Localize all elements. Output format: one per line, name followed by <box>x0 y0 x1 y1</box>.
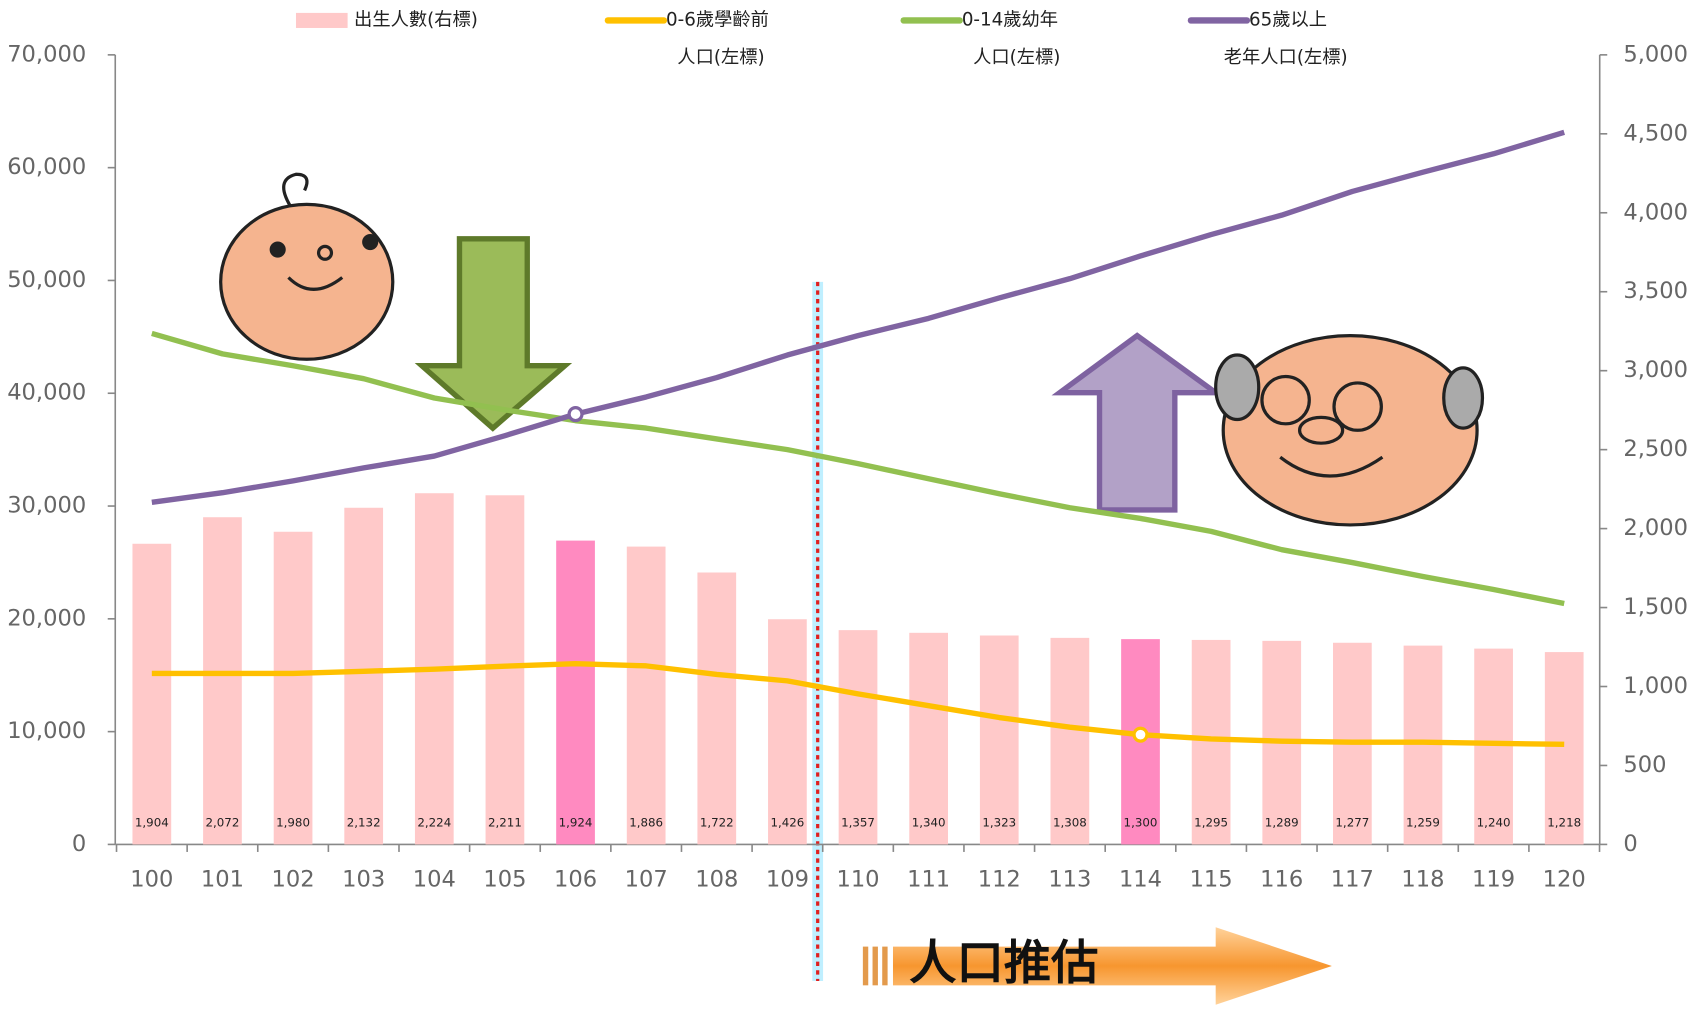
value-label: 1,357 <box>841 815 875 829</box>
y-tick-label: 60,000 <box>7 154 86 180</box>
projection-arrow: 人口推估 <box>863 927 1332 1004</box>
legend-line: 人口(左標) <box>677 47 764 68</box>
y-tick-label: 50,000 <box>7 267 86 293</box>
point-marker <box>569 408 582 421</box>
y-tick-label: 0 <box>72 831 86 857</box>
grandpa-icon <box>1216 336 1483 525</box>
value-label: 2,072 <box>206 815 240 829</box>
bar <box>486 495 525 844</box>
bar <box>203 517 242 844</box>
value-label: 1,980 <box>276 815 310 829</box>
legend-line: 人口(左標) <box>973 47 1060 68</box>
y2-tick-label: 4,000 <box>1623 199 1687 225</box>
bar <box>1192 640 1231 844</box>
y2-tick-label: 500 <box>1623 752 1666 778</box>
bar <box>768 619 807 844</box>
value-label: 1,300 <box>1124 815 1158 829</box>
x-tick-label: 105 <box>483 866 526 892</box>
value-label: 1,924 <box>559 815 593 829</box>
value-label: 1,295 <box>1194 815 1228 829</box>
baby-icon <box>221 174 393 359</box>
value-label: 1,240 <box>1477 815 1511 829</box>
y2-tick-label: 4,500 <box>1623 120 1687 146</box>
x-tick-label: 120 <box>1543 866 1586 892</box>
bar <box>697 572 736 844</box>
bar <box>274 532 313 845</box>
value-label: 1,218 <box>1547 815 1581 829</box>
x-tick-label: 101 <box>201 866 244 892</box>
value-label: 2,132 <box>347 815 381 829</box>
y2-tick-label: 0 <box>1623 831 1637 857</box>
x-tick-label: 117 <box>1331 866 1374 892</box>
x-tick-label: 110 <box>836 866 879 892</box>
x-tick-label: 104 <box>413 866 456 892</box>
x-tick-label: 112 <box>978 866 1021 892</box>
x-tick-label: 118 <box>1401 866 1444 892</box>
legend-label: 0-14歲幼年人口(左標) <box>962 9 1061 68</box>
value-label: 1,426 <box>770 815 804 829</box>
x-tick-label: 114 <box>1119 866 1162 892</box>
value-label: 1,886 <box>629 815 663 829</box>
y2-tick-label: 1,000 <box>1623 673 1687 699</box>
up-arrow <box>1060 336 1216 510</box>
value-label: 1,340 <box>912 815 946 829</box>
x-tick-label: 116 <box>1260 866 1303 892</box>
y-tick-label: 70,000 <box>7 41 86 67</box>
bar <box>980 636 1019 845</box>
x-tick-label: 106 <box>554 866 597 892</box>
legend-line: 65歲以上 <box>1249 9 1327 30</box>
bar <box>1051 638 1090 845</box>
y2-tick-label: 1,500 <box>1623 594 1687 620</box>
value-label: 1,904 <box>135 815 169 829</box>
y-tick-label: 30,000 <box>7 493 86 519</box>
y2-tick-label: 3,500 <box>1623 278 1687 304</box>
y2-tick-label: 3,000 <box>1623 357 1687 383</box>
value-label: 1,308 <box>1053 815 1087 829</box>
bar <box>344 508 383 845</box>
x-tick-label: 111 <box>907 866 950 892</box>
legend-line: 老年人口(左標) <box>1224 47 1348 68</box>
bar <box>909 633 948 845</box>
y-tick-label: 40,000 <box>7 380 86 406</box>
x-tick-label: 109 <box>766 866 809 892</box>
value-label: 2,224 <box>417 815 451 829</box>
legend-label: 出生人數(右標) <box>354 9 478 30</box>
legend-line: 0-14歲幼年 <box>962 9 1058 30</box>
bar <box>627 547 666 845</box>
chart: 人口推估 0 10,000 20,000 30,000 40,000 50,000 60,0… <box>0 0 1687 1009</box>
x-tick-label: 103 <box>342 866 385 892</box>
bar <box>556 541 595 845</box>
legend-line: 0-6歲學齡前 <box>666 9 769 30</box>
y2-tick-label: 2,000 <box>1623 515 1687 541</box>
page: {"chart_data": {"type": "bar-line", "cat… <box>0 0 1687 1009</box>
bar <box>132 544 171 845</box>
value-label: 1,259 <box>1406 815 1440 829</box>
x-tick-label: 108 <box>695 866 738 892</box>
y-tick-label: 10,000 <box>7 718 86 744</box>
legend-label: 0-6歲學齡前人口(左標) <box>666 9 769 68</box>
x-tick-label: 107 <box>625 866 668 892</box>
x-tick-label: 113 <box>1048 866 1091 892</box>
legend-line: 出生人數(右標) <box>354 9 478 30</box>
x-tick-label: 115 <box>1190 866 1233 892</box>
x-tick-label: 119 <box>1472 866 1515 892</box>
annotation: 人口推估 <box>909 936 1098 991</box>
legend-swatch <box>296 13 348 28</box>
y2-tick-label: 5,000 <box>1623 41 1687 67</box>
bar <box>839 630 878 844</box>
x-tick-label: 102 <box>272 866 315 892</box>
value-label: 1,289 <box>1265 815 1299 829</box>
value-label: 1,277 <box>1335 815 1369 829</box>
y-tick-label: 20,000 <box>7 605 86 631</box>
value-label: 1,323 <box>982 815 1016 829</box>
x-tick-label: 100 <box>130 866 173 892</box>
y2-tick-label: 2,500 <box>1623 436 1687 462</box>
value-label: 2,211 <box>488 815 522 829</box>
point-marker <box>1134 728 1147 741</box>
value-label: 1,722 <box>700 815 734 829</box>
